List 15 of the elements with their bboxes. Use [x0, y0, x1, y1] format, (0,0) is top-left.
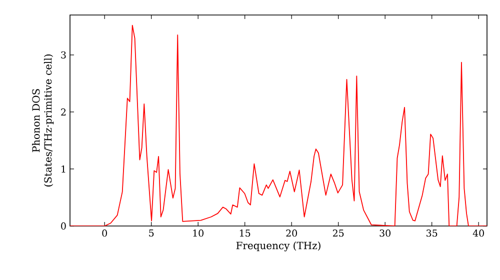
x-tick-label: 10	[193, 230, 204, 237]
y-tick-label: 2	[61, 108, 66, 116]
y-tick-label: 1	[62, 165, 66, 172]
x-tick-label: 15	[240, 230, 250, 237]
x-tick-label: 25	[332, 230, 344, 237]
y-tick-label: 3	[61, 51, 66, 59]
x-tick-label: 20	[286, 230, 297, 237]
x-tick-label: 5	[149, 230, 154, 237]
x-axis-title: Frequency (THz)	[236, 242, 320, 252]
y-axis-title: Phonon DOS (States/THz·primitive cell)	[32, 54, 54, 186]
x-tick-label: 40	[472, 230, 484, 237]
x-tick-label: 35	[426, 230, 438, 237]
y-tick-label: 0	[61, 222, 66, 230]
x-tick-label: 0	[102, 230, 107, 237]
x-tick-label: 30	[380, 230, 390, 237]
